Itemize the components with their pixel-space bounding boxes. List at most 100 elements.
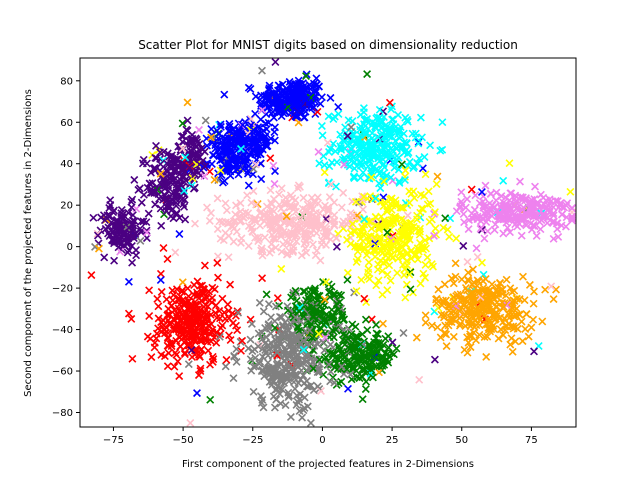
data-point	[271, 214, 280, 223]
data-point	[201, 162, 209, 171]
data-point	[494, 209, 503, 218]
data-point	[375, 105, 384, 114]
data-point	[375, 362, 384, 370]
data-point	[549, 234, 558, 243]
data-point	[163, 255, 172, 263]
data-point	[421, 170, 430, 179]
data-point	[292, 333, 301, 342]
data-point	[194, 371, 203, 380]
data-point	[324, 360, 333, 369]
data-point	[378, 117, 387, 125]
data-point	[282, 250, 291, 259]
data-point	[522, 310, 531, 318]
data-point	[451, 259, 460, 268]
data-point	[261, 346, 270, 354]
data-point	[316, 99, 325, 108]
data-point	[367, 367, 376, 376]
data-point	[120, 236, 129, 245]
ticks-layer: −75 −50 −25 0 25 50 75 −80 −60 −40 −20 0 20 40 60 80	[52, 76, 538, 446]
data-point	[515, 295, 524, 304]
data-point	[338, 336, 347, 344]
data-point	[326, 313, 335, 322]
data-point	[266, 186, 275, 195]
data-point	[164, 195, 173, 204]
data-point	[307, 306, 316, 314]
data-point	[332, 158, 341, 167]
data-point	[459, 241, 468, 250]
data-point	[213, 258, 222, 267]
data-point	[307, 354, 316, 363]
data-point	[300, 95, 309, 104]
data-point	[405, 198, 414, 207]
data-point	[302, 221, 311, 230]
data-point	[451, 272, 460, 281]
data-point	[496, 325, 505, 334]
data-point	[177, 132, 186, 141]
data-point	[231, 210, 240, 219]
data-point	[296, 182, 304, 191]
data-point	[401, 293, 410, 302]
data-point	[181, 153, 190, 162]
data-point	[287, 293, 296, 302]
data-point	[293, 108, 302, 116]
data-point	[496, 279, 504, 288]
data-point	[449, 297, 458, 306]
data-point	[337, 203, 346, 212]
data-point	[411, 129, 420, 138]
data-point	[154, 324, 163, 333]
data-point	[346, 239, 355, 248]
data-point	[393, 144, 401, 153]
data-point	[178, 119, 187, 128]
data-point	[264, 91, 273, 100]
data-point	[223, 300, 232, 309]
data-point	[336, 130, 345, 139]
data-point	[508, 347, 517, 356]
data-point	[403, 117, 412, 126]
data-point	[159, 147, 168, 156]
data-point	[233, 326, 242, 335]
data-point	[181, 336, 190, 345]
data-point	[173, 357, 182, 366]
data-point	[212, 313, 221, 322]
data-point	[287, 87, 296, 96]
data-point	[132, 204, 141, 213]
data-point	[305, 326, 314, 335]
data-point	[259, 307, 268, 316]
data-point	[489, 325, 498, 333]
data-point	[124, 309, 133, 318]
data-point	[371, 213, 380, 222]
data-point	[558, 210, 566, 219]
data-point	[139, 155, 148, 164]
data-point	[163, 341, 172, 350]
data-point	[415, 230, 424, 239]
data-point	[242, 132, 251, 141]
data-point	[185, 341, 194, 350]
data-point	[181, 215, 190, 224]
data-point	[433, 323, 442, 332]
data-point	[296, 215, 305, 224]
data-point	[383, 270, 392, 279]
data-point	[320, 315, 329, 324]
data-point	[277, 340, 286, 349]
data-point	[289, 95, 298, 104]
data-point	[299, 287, 308, 296]
data-point	[479, 201, 488, 210]
data-point	[351, 352, 359, 361]
data-point	[549, 203, 558, 212]
data-point	[262, 290, 271, 299]
data-point	[433, 172, 442, 181]
data-point	[535, 218, 544, 226]
data-point	[255, 298, 264, 307]
data-point	[254, 128, 263, 136]
data-point	[332, 242, 341, 251]
data-point	[379, 177, 388, 186]
data-point	[172, 210, 181, 219]
data-point	[372, 347, 381, 356]
data-point	[447, 318, 456, 327]
y-tick-label: 60	[60, 118, 73, 129]
data-point	[267, 200, 276, 209]
data-point	[506, 228, 514, 237]
data-point	[347, 342, 356, 351]
data-point	[350, 174, 359, 183]
data-point	[344, 356, 353, 365]
